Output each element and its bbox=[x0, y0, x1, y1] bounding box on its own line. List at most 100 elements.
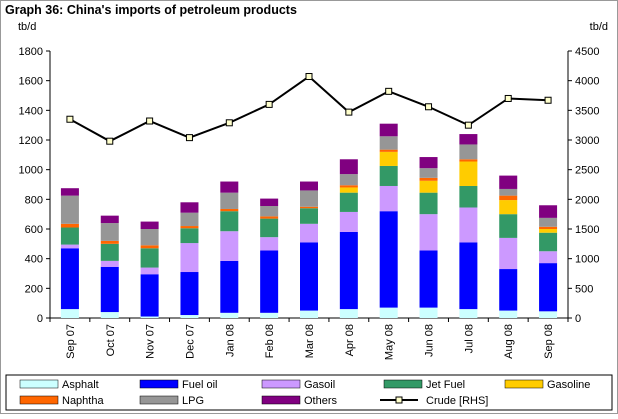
bar-jet-fuel bbox=[339, 192, 358, 212]
bar-fuel-oil bbox=[60, 248, 79, 310]
bar-asphalt bbox=[339, 309, 358, 318]
bar-others bbox=[419, 157, 438, 169]
legend-label-fuel-oil: Fuel oil bbox=[182, 379, 217, 391]
bar-lpg bbox=[300, 190, 318, 207]
bar-naphtha bbox=[60, 223, 79, 228]
bar-naphtha bbox=[339, 185, 358, 188]
bar-others bbox=[220, 181, 239, 193]
crude-point bbox=[345, 108, 353, 116]
bar-naphtha bbox=[539, 226, 558, 229]
bar-others bbox=[339, 159, 358, 175]
bar-others bbox=[180, 202, 199, 213]
bar-naphtha bbox=[379, 149, 398, 152]
bar-fuel-oil bbox=[459, 242, 478, 310]
x-tick-label: Aug 08 bbox=[503, 324, 515, 359]
y-tick-label-left: 1000 bbox=[19, 165, 43, 177]
x-tick-label: Sep 07 bbox=[65, 324, 77, 359]
crude-point bbox=[265, 100, 273, 108]
bar-others bbox=[459, 134, 478, 145]
bar-gasoil bbox=[419, 214, 438, 251]
legend-swatch-crude-marker bbox=[395, 396, 403, 404]
bar-naphtha bbox=[220, 208, 239, 212]
y-tick-label-right: 4500 bbox=[575, 46, 599, 58]
y-tick-label-left: 1400 bbox=[19, 105, 43, 117]
crude-point bbox=[66, 115, 74, 123]
crude-point bbox=[106, 137, 114, 145]
y-axis-label-right: tb/d bbox=[590, 21, 608, 33]
x-tick-label: Apr 08 bbox=[344, 324, 356, 356]
legend-label-gasoline: Gasoline bbox=[547, 379, 590, 391]
bar-lpg bbox=[260, 206, 279, 217]
bar-gasoil bbox=[379, 185, 398, 212]
bar-asphalt bbox=[140, 316, 159, 318]
bar-jet-fuel bbox=[499, 214, 518, 238]
bar-lpg bbox=[379, 136, 398, 150]
bar-jet-fuel bbox=[100, 243, 119, 261]
bar-fuel-oil bbox=[220, 260, 239, 313]
legend-swatch-lpg bbox=[139, 395, 179, 405]
bar-gasoil bbox=[140, 267, 159, 275]
bar-fuel-oil bbox=[260, 250, 279, 313]
bar-others bbox=[60, 188, 79, 196]
legend-swatch-others bbox=[261, 395, 301, 405]
legend-swatch-naphtha bbox=[19, 395, 59, 405]
bar-asphalt bbox=[100, 312, 119, 318]
bar-asphalt bbox=[499, 310, 518, 318]
bar-jet-fuel bbox=[180, 228, 199, 244]
bar-naphtha bbox=[140, 245, 159, 249]
bar-others bbox=[100, 215, 119, 224]
bar-fuel-oil bbox=[300, 242, 318, 311]
bar-others bbox=[140, 221, 159, 229]
bar-jet-fuel bbox=[539, 232, 558, 252]
bar-gasoline bbox=[459, 161, 478, 186]
x-tick-label: Nov 07 bbox=[145, 324, 157, 359]
y-tick-label-right: 1500 bbox=[575, 224, 599, 236]
bar-gasoil bbox=[260, 237, 279, 251]
legend-swatch-gasoil bbox=[261, 379, 301, 389]
bar-naphtha bbox=[459, 159, 478, 162]
bar-lpg bbox=[180, 212, 199, 227]
plot-area: 0 200 400 600 800 1000 1200 1400 1600 1800 0 500 100… bbox=[19, 46, 600, 360]
bar-naphtha bbox=[260, 216, 279, 219]
bar-gasoline bbox=[419, 180, 438, 193]
legend-label-others: Others bbox=[304, 395, 338, 407]
bar-lpg bbox=[339, 174, 358, 186]
x-tick-label: Feb 08 bbox=[264, 324, 276, 358]
bar-fuel-oil bbox=[180, 272, 199, 316]
bar-gasoil bbox=[539, 251, 558, 264]
chart-title: Graph 36: China's imports of petroleum p… bbox=[5, 3, 297, 17]
bar-others bbox=[379, 123, 398, 137]
bar-fuel-oil bbox=[539, 263, 558, 312]
bar-others bbox=[300, 181, 318, 191]
crude-point bbox=[185, 134, 193, 142]
bar-jet-fuel bbox=[60, 227, 79, 245]
x-tick-label: Jul 08 bbox=[463, 324, 475, 353]
bar-gasoline bbox=[379, 151, 398, 166]
bar-fuel-oil bbox=[419, 250, 438, 308]
bar-asphalt bbox=[220, 312, 239, 318]
legend: Asphalt Fuel oil Gasoil Jet Fuel Gasoline Nap… bbox=[19, 379, 590, 407]
bar-gasoline bbox=[539, 229, 558, 233]
bar-others bbox=[539, 205, 558, 218]
bar-naphtha bbox=[180, 226, 199, 229]
bar-naphtha bbox=[300, 206, 318, 209]
bar-fuel-oil bbox=[140, 274, 159, 317]
bar-asphalt bbox=[180, 315, 199, 318]
y-tick-label-right: 2000 bbox=[575, 194, 599, 206]
legend-label-gasoil: Gasoil bbox=[304, 379, 335, 391]
legend-swatch-asphalt bbox=[19, 379, 59, 389]
crude-point bbox=[385, 87, 393, 95]
bar-gasoline bbox=[499, 200, 518, 215]
y-tick-label-left: 1800 bbox=[19, 46, 43, 58]
bar-fuel-oil bbox=[339, 231, 358, 310]
bar-gasoil bbox=[180, 243, 199, 273]
bar-lpg bbox=[60, 195, 79, 224]
y-tick-label-left: 800 bbox=[25, 194, 43, 206]
y-tick-label-right: 0 bbox=[575, 313, 581, 325]
bar-lpg bbox=[459, 144, 478, 160]
bar-gasoil bbox=[499, 237, 518, 270]
y-axis-label-left: tb/d bbox=[18, 21, 36, 33]
bar-gasoil bbox=[300, 223, 318, 243]
legend-swatch-gasoline bbox=[504, 379, 544, 389]
